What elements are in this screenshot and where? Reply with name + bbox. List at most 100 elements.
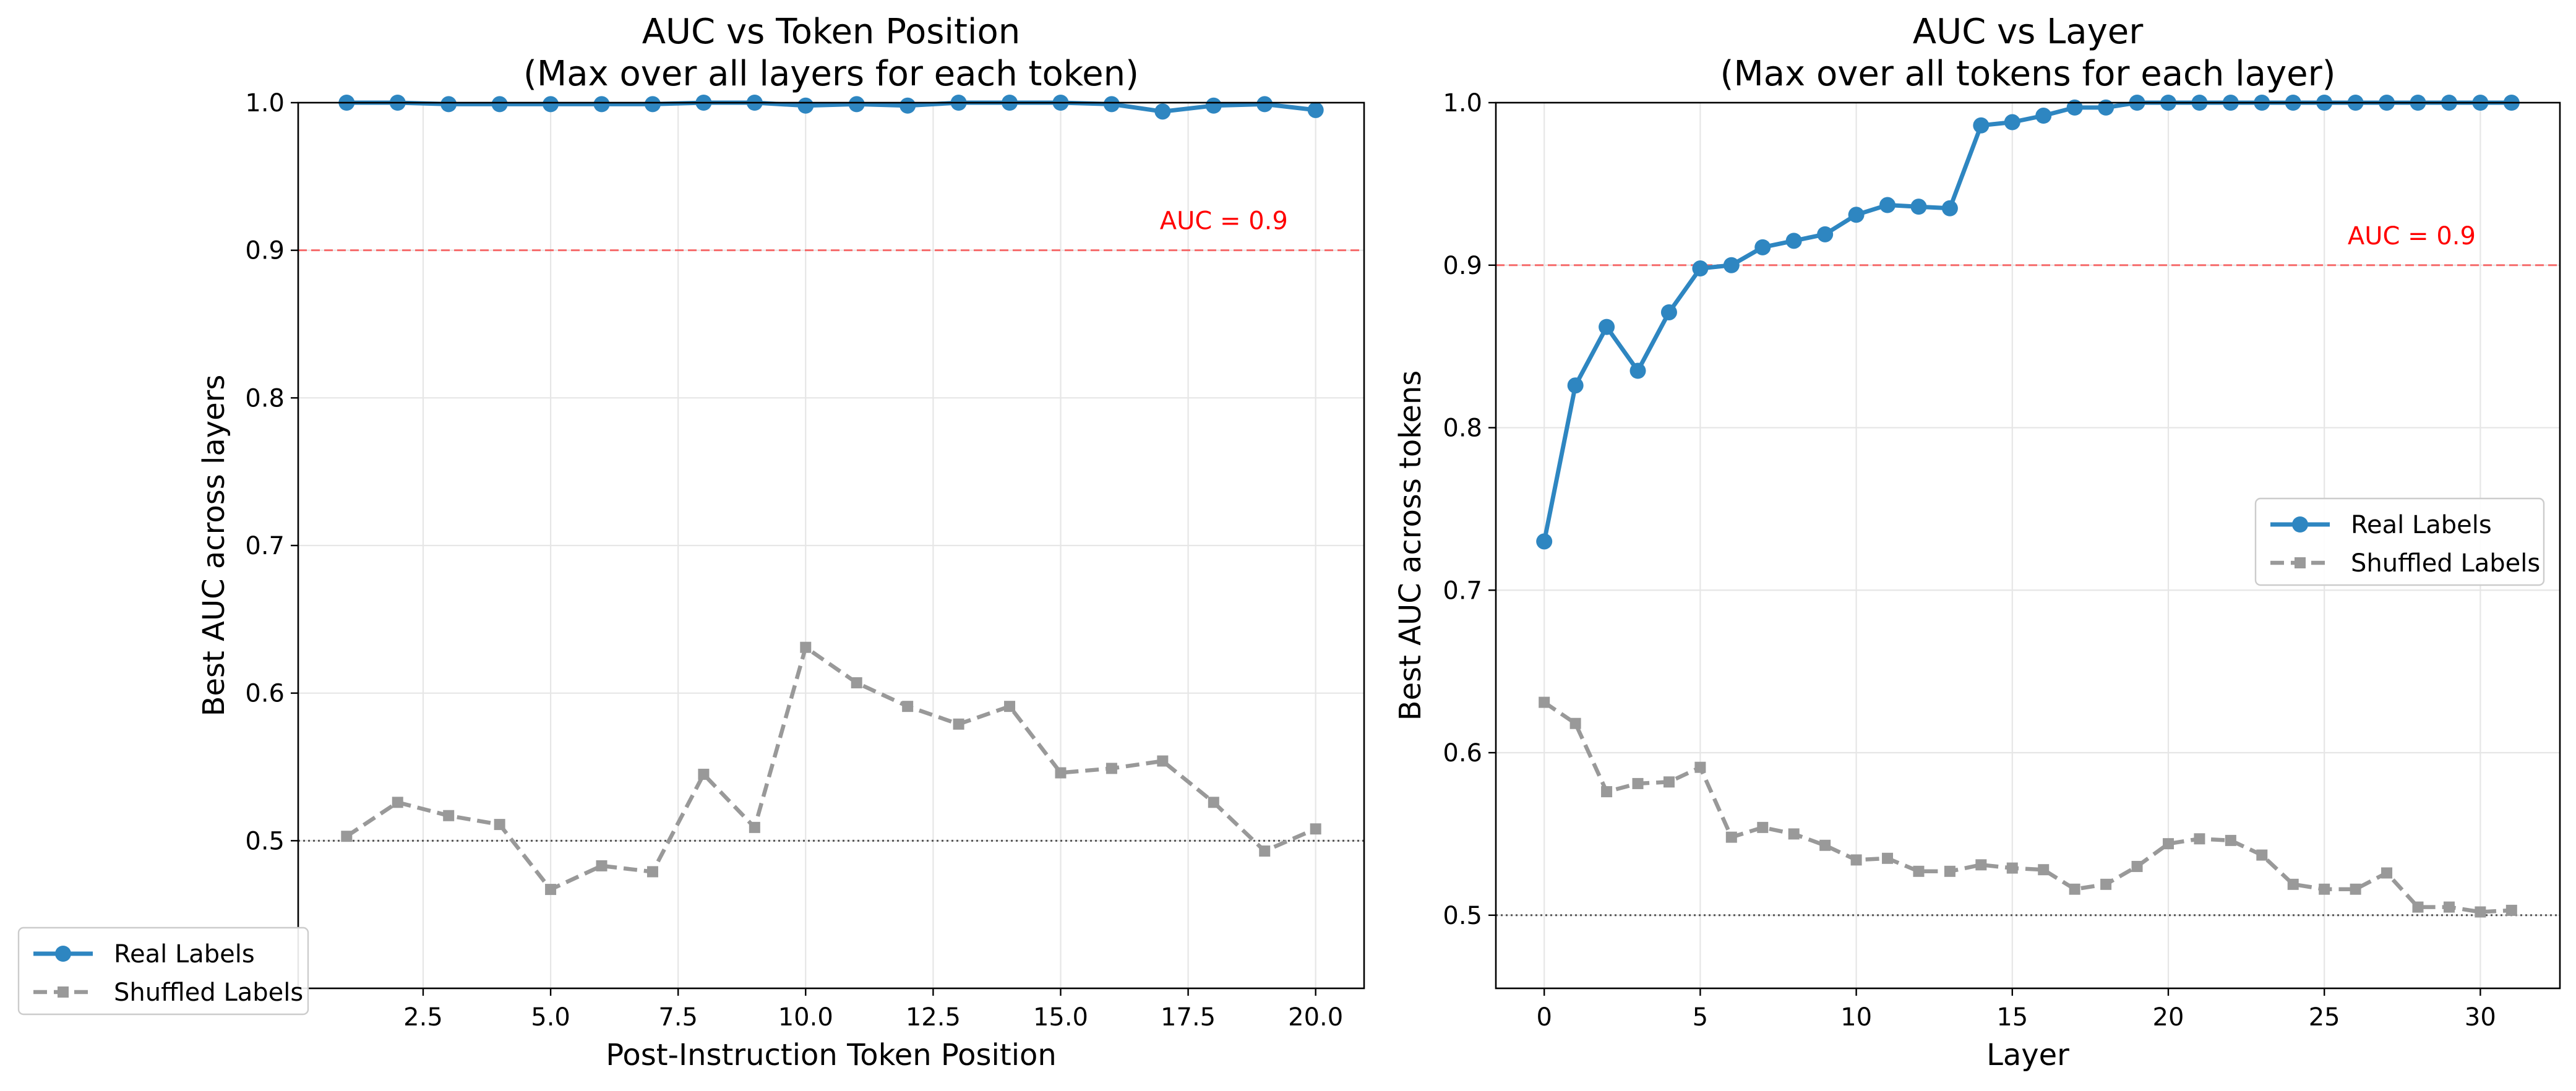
shuffled-point xyxy=(1944,865,1956,877)
real-point xyxy=(1307,101,1324,118)
real-series-line xyxy=(1542,100,2512,542)
legend-real-label: Real Labels xyxy=(2351,511,2492,539)
real-point xyxy=(491,96,508,113)
shuffled-point xyxy=(2381,867,2393,879)
real-point xyxy=(1256,96,1273,113)
shuffled-point xyxy=(1819,839,1831,851)
real-point xyxy=(1103,96,1120,113)
shuffled-point xyxy=(851,677,862,688)
legend-shuffled-label: Shuffled Labels xyxy=(114,978,303,1007)
legend-shuffled-marker xyxy=(58,986,69,998)
x-axis-label: Layer xyxy=(1986,1038,2069,1072)
y-tick-label: 1.0 xyxy=(1443,89,1482,118)
shuffled-point xyxy=(1663,776,1675,788)
shuffled-point xyxy=(494,819,505,831)
shuffled-point xyxy=(2069,883,2080,895)
shuffled-point xyxy=(596,860,608,871)
shuffled-point xyxy=(2412,901,2424,913)
real-point xyxy=(644,96,661,113)
y-tick-label: 0.9 xyxy=(245,237,285,265)
shuffled-point xyxy=(2100,878,2112,890)
real-point xyxy=(1567,377,1584,394)
shuffled-point xyxy=(1757,821,1769,833)
y-tick-label: 0.7 xyxy=(1443,576,1482,605)
x-tick-label: 15.0 xyxy=(1033,1003,1088,1032)
shuffled-point xyxy=(1208,797,1219,808)
real-point xyxy=(1536,533,1553,550)
real-point xyxy=(1785,233,1802,249)
shuffled-point xyxy=(392,797,403,808)
shuffled-point xyxy=(2194,833,2205,845)
shuffled-point xyxy=(1569,717,1581,729)
shuffled-point xyxy=(1539,696,1550,708)
real-point xyxy=(2035,108,2052,124)
real-point xyxy=(543,96,559,113)
chart-2: AUC = 0.9 0 5 10 15 20 25 30 0.5 0.6 0.7 0.8 0.9 1.0 A… xyxy=(1393,12,2561,1072)
shuffled-point xyxy=(2131,860,2143,872)
shuffled-point xyxy=(1882,852,1894,864)
x-axis-label: Post-Instruction Token Position xyxy=(606,1038,1057,1072)
threshold-annotation: AUC = 0.9 xyxy=(1160,207,1288,236)
chart-subtitle: (Max over all layers for each token) xyxy=(523,54,1139,94)
chart-1: AUC = 0.9 2.5 5.0 7.5 10.0 12.5 15.0 17.5 20.0 0.… xyxy=(197,12,1365,1072)
real-point xyxy=(1154,103,1171,120)
x-tick-label: 15 xyxy=(1996,1003,2028,1032)
legend-right: Real Labels Shuffled Labels xyxy=(2254,497,2545,586)
real-point xyxy=(1599,319,1615,335)
shuffled-point xyxy=(749,821,760,833)
x-tick-label: 30 xyxy=(2465,1003,2496,1032)
real-point xyxy=(848,96,865,113)
shuffled-point xyxy=(1975,859,1987,871)
chart-title: AUC vs Layer xyxy=(1913,12,2144,52)
shuffled-point xyxy=(1850,854,1862,866)
real-point xyxy=(440,96,457,113)
legend-left: Real Labels Shuffled Labels xyxy=(17,926,309,1016)
real-point xyxy=(1754,239,1771,255)
real-point xyxy=(1910,199,1927,215)
real-point xyxy=(593,96,610,113)
shuffled-series-line xyxy=(1543,700,2512,914)
chart-subtitle: (Max over all tokens for each layer) xyxy=(1720,54,2336,94)
real-point xyxy=(1660,304,1677,320)
threshold-annotation: AUC = 0.9 xyxy=(2348,222,2476,250)
x-tick-label: 20.0 xyxy=(1288,1003,1343,1032)
x-tick-label: 12.5 xyxy=(906,1003,961,1032)
y-tick-label: 0.7 xyxy=(245,532,285,560)
shuffled-point xyxy=(646,866,658,878)
shuffled-point xyxy=(2006,862,2018,874)
y-tick-label: 0.9 xyxy=(1443,252,1482,280)
shuffled-point xyxy=(1157,755,1169,767)
x-tick-label: 5.0 xyxy=(531,1003,570,1032)
shuffled-point xyxy=(2505,904,2517,916)
shuffled-point xyxy=(1310,823,1321,835)
shuffled-series-line xyxy=(345,645,1316,892)
shuffled-point xyxy=(2475,906,2486,918)
x-tick-label: 0 xyxy=(1536,1003,1552,1032)
x-tick-label: 10.0 xyxy=(778,1003,833,1032)
x-tick-label: 10 xyxy=(1840,1003,1872,1032)
shuffled-point xyxy=(2287,878,2299,890)
shuffled-point xyxy=(1788,828,1800,840)
x-tick-label: 17.5 xyxy=(1161,1003,1216,1032)
y-tick-label: 0.5 xyxy=(1443,902,1482,930)
shuffled-point xyxy=(902,701,914,712)
y-tick-label: 0.8 xyxy=(245,384,285,413)
x-tick-label: 25 xyxy=(2309,1003,2340,1032)
shuffled-point xyxy=(1913,865,1925,877)
shuffled-point xyxy=(2443,901,2455,913)
real-point xyxy=(2066,99,2083,116)
legend-frame xyxy=(17,926,309,1016)
real-point xyxy=(1205,97,1222,114)
shuffled-point xyxy=(800,641,812,653)
legend-real-label: Real Labels xyxy=(114,940,255,969)
shuffled-point xyxy=(2319,883,2330,895)
x-tick-label: 5 xyxy=(1693,1003,1708,1032)
real-point xyxy=(1879,197,1896,213)
real-point xyxy=(899,97,916,114)
shuffled-point xyxy=(698,768,710,780)
shuffled-point xyxy=(1632,777,1644,789)
x-tick-label: 20 xyxy=(2153,1003,2184,1032)
shuffled-point xyxy=(1725,831,1737,843)
shuffled-point xyxy=(1694,761,1706,773)
